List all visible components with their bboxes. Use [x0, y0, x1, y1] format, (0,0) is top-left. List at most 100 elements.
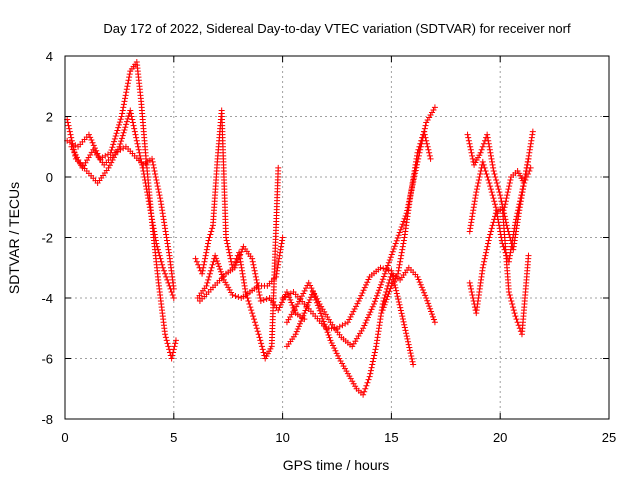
- data-point: [394, 293, 401, 300]
- data-point: [152, 170, 159, 177]
- data-point: [524, 158, 531, 165]
- data-point: [68, 134, 75, 141]
- data-point: [393, 237, 400, 244]
- data-point: [66, 125, 73, 132]
- data-point: [317, 310, 324, 317]
- y-tick-label: 0: [46, 170, 53, 185]
- data-point: [256, 291, 263, 298]
- data-point: [226, 286, 233, 293]
- data-point: [110, 141, 117, 148]
- data-point: [397, 258, 404, 265]
- data-point: [273, 270, 280, 277]
- data-point: [426, 152, 433, 159]
- data-point: [408, 183, 415, 190]
- data-point: [469, 155, 476, 162]
- data-point: [123, 86, 130, 93]
- data-point: [252, 270, 259, 277]
- data-point: [381, 270, 388, 277]
- data-point: [479, 158, 486, 165]
- data-point: [403, 330, 410, 337]
- data-point: [383, 296, 390, 303]
- data-point: [395, 232, 402, 239]
- data-point: [486, 143, 493, 150]
- data-point: [296, 298, 303, 305]
- data-point: [114, 127, 121, 134]
- x-tick-label: 0: [61, 430, 68, 445]
- data-point: [192, 255, 199, 262]
- data-point: [384, 293, 391, 300]
- data-point: [351, 305, 358, 312]
- data-point: [361, 322, 368, 329]
- data-point: [122, 92, 129, 99]
- data-point: [155, 189, 162, 196]
- data-point: [205, 276, 212, 283]
- data-point: [409, 177, 416, 184]
- data-point: [518, 192, 525, 199]
- data-point: [409, 180, 416, 187]
- data-point: [507, 246, 514, 253]
- data-point: [382, 299, 389, 306]
- data-point: [126, 74, 133, 81]
- data-point: [391, 243, 398, 250]
- data-point: [400, 237, 407, 244]
- data-point: [431, 319, 438, 326]
- data-point: [170, 295, 177, 301]
- data-point: [126, 71, 133, 78]
- data-point: [217, 268, 224, 275]
- data-point: [302, 307, 309, 314]
- data-point: [510, 228, 517, 235]
- data-point: [336, 323, 343, 330]
- data-point: [472, 192, 479, 199]
- data-point: [367, 367, 374, 374]
- data-point: [119, 110, 126, 117]
- data-point: [203, 282, 210, 289]
- data-point: [326, 334, 333, 341]
- data-point: [513, 216, 520, 223]
- data-point: [423, 137, 430, 144]
- data-point: [468, 219, 475, 226]
- data-point: [488, 189, 495, 196]
- data-point: [414, 152, 421, 159]
- data-point: [363, 382, 370, 389]
- data-point: [162, 334, 169, 341]
- data-point: [503, 195, 510, 202]
- y-tick-label: -8: [41, 412, 53, 427]
- data-point: [377, 264, 384, 271]
- data-point: [319, 315, 326, 322]
- data-point: [415, 146, 422, 153]
- data-point: [130, 122, 137, 129]
- data-point: [509, 301, 516, 308]
- data-point: [112, 133, 119, 140]
- data-point: [525, 170, 532, 177]
- data-point: [120, 145, 127, 152]
- data-point: [121, 126, 128, 133]
- data-point: [132, 131, 139, 138]
- data-point: [355, 298, 362, 305]
- data-point: [487, 152, 494, 159]
- data-point: [209, 261, 216, 268]
- data-point: [424, 297, 431, 304]
- data-point: [504, 189, 511, 196]
- data-point: [354, 300, 361, 307]
- data-point: [427, 305, 434, 312]
- data-point: [199, 267, 206, 274]
- data-point: [417, 281, 424, 288]
- data-point: [492, 174, 499, 180]
- data-point: [408, 353, 415, 360]
- data-point: [171, 343, 178, 350]
- data-point: [422, 122, 429, 129]
- data-point: [360, 325, 367, 332]
- data-point: [124, 115, 131, 122]
- data-point: [502, 201, 509, 208]
- series-track-14: [501, 164, 534, 211]
- data-point: [481, 255, 488, 262]
- data-point: [386, 257, 393, 264]
- data-point: [238, 264, 245, 271]
- data-point: [465, 137, 472, 144]
- data-point: [392, 284, 399, 291]
- data-point: [405, 341, 412, 348]
- data-point: [157, 195, 164, 202]
- data-point: [274, 264, 281, 271]
- data-point: [411, 167, 418, 174]
- data-point: [514, 210, 521, 217]
